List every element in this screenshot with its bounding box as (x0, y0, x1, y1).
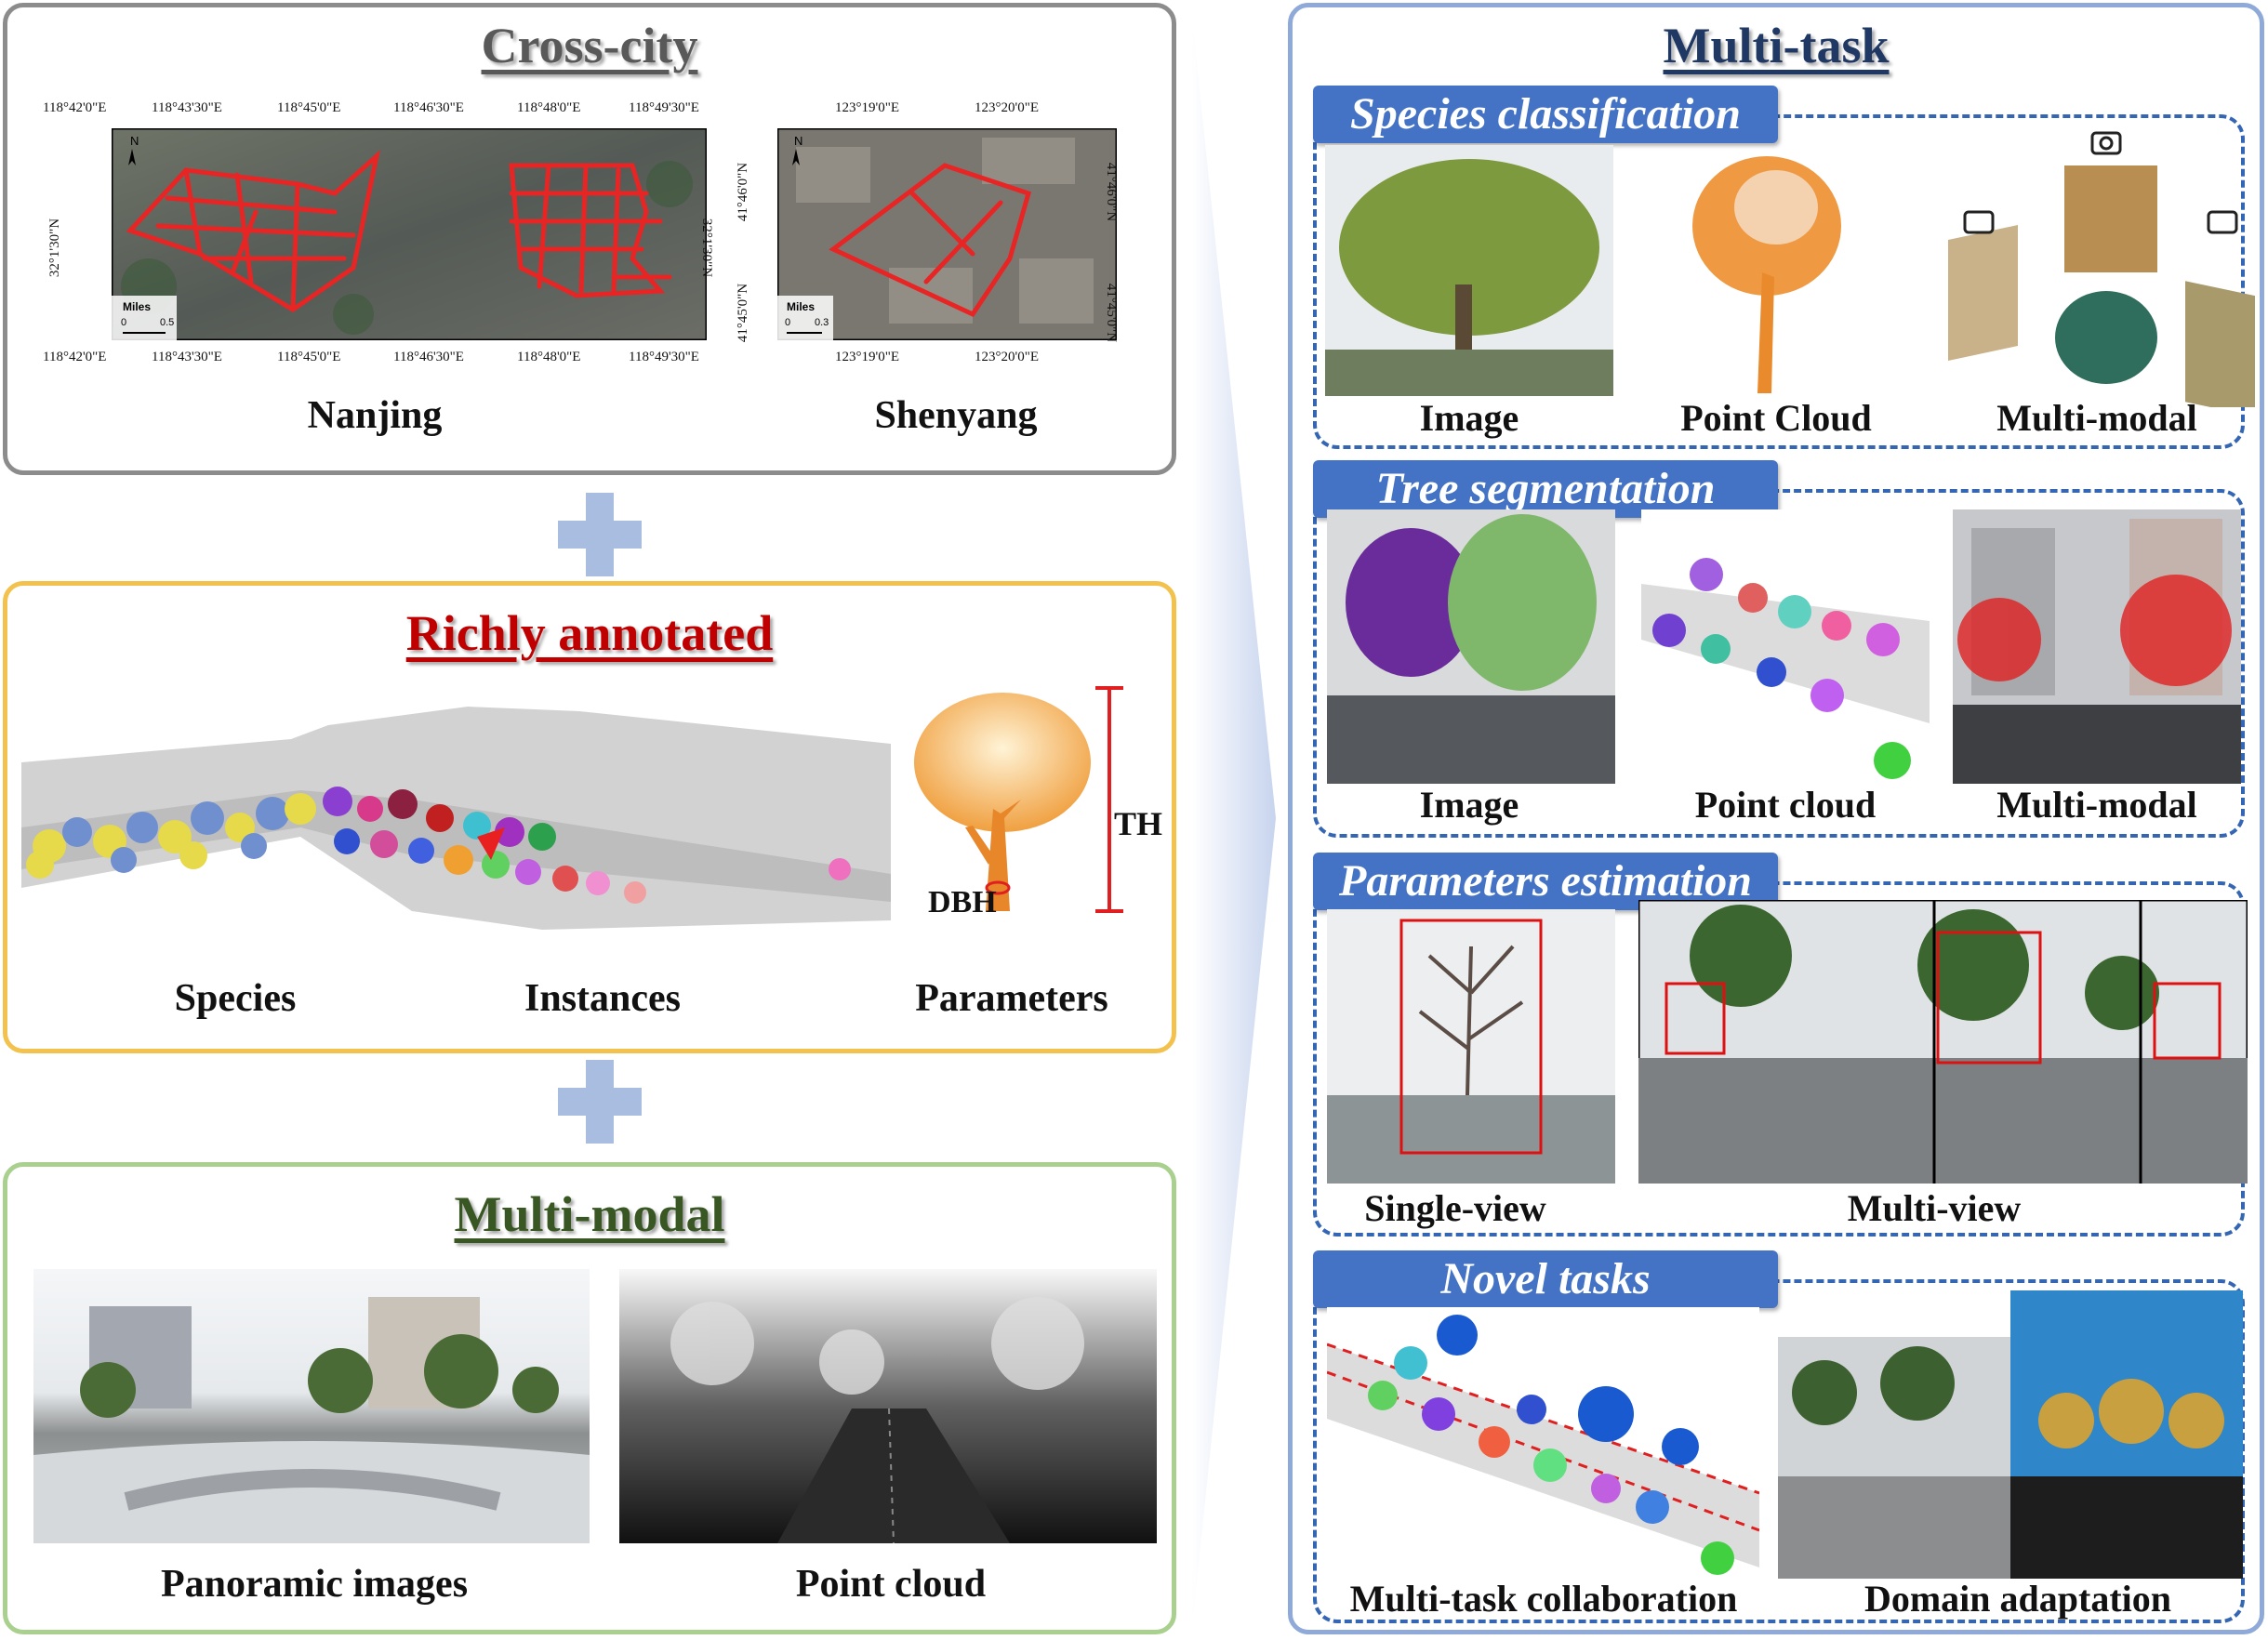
shenyang-scale-0: 0 (785, 317, 790, 328)
species-image-caption: Image (1419, 397, 1519, 439)
plus-icon (558, 1060, 642, 1144)
tab-parameters-estimation: Parameters estimation (1313, 853, 1778, 910)
segmentation-image-caption: Image (1419, 784, 1519, 826)
species-classification-box (1313, 114, 2245, 449)
richly-annotated-title: Richly annotated (405, 605, 774, 661)
camera-icon (2207, 210, 2238, 234)
parameter-tree (914, 686, 1123, 913)
segmentation-image (1327, 509, 1615, 784)
species-point-cloud (1692, 156, 1841, 393)
nanjing-top-tick: 118°46'30"E (393, 100, 464, 115)
shenyang-right-tick: 41°46'0"N (1104, 162, 1120, 222)
th-bracket (1095, 686, 1123, 913)
bbox (1936, 931, 2042, 1065)
nanjing-satellite-image: N Miles 0 0.5 (112, 128, 707, 340)
species-multi-modal (1948, 131, 2255, 407)
bbox (1399, 919, 1543, 1155)
bbox (1665, 982, 1726, 1055)
tab-species-classification: Species classification (1313, 86, 1778, 143)
camera-icon (2090, 131, 2122, 155)
panoramic-image (33, 1269, 590, 1543)
nanjing-top-tick: 118°42'0"E (43, 100, 107, 115)
connector-wedge (1192, 19, 1276, 1627)
tab-novel-tasks: Novel tasks (1313, 1250, 1778, 1308)
species-point-cloud-caption: Point Cloud (1680, 397, 1872, 439)
species-caption: Species (174, 977, 297, 1020)
plus-icon (558, 493, 642, 576)
segmentation-point-cloud-caption: Point cloud (1694, 784, 1877, 826)
north-arrow-icon (128, 149, 136, 165)
tree-segmentation-box (1313, 489, 2245, 838)
nanjing-bottom-tick: 118°42'0"E (43, 350, 107, 364)
point-cloud-image (619, 1269, 1157, 1543)
segmentation-multi-modal-caption: Multi-modal (1996, 784, 2197, 826)
shenyang-top-tick: 123°19'0"E (835, 100, 899, 115)
domain-adaptation-caption: Domain adaptation (1863, 1578, 2172, 1620)
shenyang-map: 123°19'0"E 123°20'0"E N Miles 0 0.3 41°4… (733, 100, 1170, 365)
multi-view-image (1638, 900, 2248, 1184)
tab-tree-segmentation: Tree segmentation (1313, 460, 1778, 518)
domain-adaptation-image (1778, 1290, 2243, 1579)
multi-task-title: Multi-task (1663, 18, 1890, 73)
instance-points (323, 787, 851, 904)
nanjing-scale-title: Miles (123, 300, 151, 313)
nanjing-scale-0: 0 (121, 317, 126, 328)
shenyang-caption: Shenyang (874, 394, 1038, 437)
multi-task-panel: Multi-task Species classification Image … (1288, 3, 2264, 1634)
nanjing-scale-1: 0.5 (160, 317, 174, 328)
single-view-caption: Single-view (1364, 1187, 1546, 1229)
nanjing-left-tick: 32°1'30"N (47, 218, 63, 278)
shenyang-bottom-tick: 123°20'0"E (975, 350, 1039, 364)
shenyang-north: N (794, 134, 802, 148)
nanjing-caption: Nanjing (307, 394, 443, 437)
shenyang-left-tick: 41°45'0"N (736, 283, 751, 343)
nanjing-bottom-tick: 118°49'30"E (629, 350, 699, 364)
shenyang-top-tick: 123°20'0"E (975, 100, 1039, 115)
multi-task-collaboration-image (1327, 1307, 1759, 1577)
nanjing-right-tick: 32°1'30"N (699, 218, 715, 278)
nanjing-bottom-tick: 118°45'0"E (277, 350, 341, 364)
dbh-label: DBH (928, 885, 997, 919)
shenyang-right-tick: 41°45'0"N (1104, 283, 1120, 343)
multi-modal-panel: Multi-modal Panoramic images Point cloud (3, 1162, 1176, 1634)
species-points (26, 793, 316, 879)
multi-task-collaboration-caption: Multi-task collaboration (1349, 1578, 1738, 1620)
nanjing-map: 118°42'0"E 118°43'30"E 118°45'0"E 118°46… (43, 100, 714, 365)
single-view-image (1327, 909, 1615, 1184)
multi-modal-title: Multi-modal (454, 1186, 725, 1242)
bbox (2153, 982, 2222, 1060)
camera-icon (1963, 210, 1995, 234)
nanjing-top-tick: 118°43'30"E (152, 100, 222, 115)
nanjing-top-tick: 118°45'0"E (277, 100, 341, 115)
annotated-point-cloud (21, 707, 891, 930)
dbh-ring (985, 880, 1011, 895)
shenyang-bottom-tick: 123°19'0"E (835, 350, 899, 364)
species-image (1325, 145, 1613, 396)
shenyang-left-tick: 41°46'0"N (736, 162, 751, 222)
richly-annotated-panel: Richly annotated (3, 581, 1176, 1053)
novel-tasks-box (1313, 1279, 2245, 1623)
species-multi-modal-caption: Multi-modal (1996, 397, 2197, 439)
cross-city-panel: Cross-city 118°42'0"E 118°43'30"E 118°45… (3, 3, 1176, 475)
nanjing-bottom-tick: 118°46'30"E (393, 350, 464, 364)
shenyang-scale-1: 0.3 (815, 317, 829, 328)
nanjing-bottom-tick: 118°43'30"E (152, 350, 222, 364)
nanjing-top-tick: 118°48'0"E (517, 100, 581, 115)
panoramic-images-caption: Panoramic images (160, 1563, 469, 1606)
instances-caption: Instances (524, 977, 682, 1020)
parameters-caption: Parameters (915, 977, 1108, 1020)
north-arrow-icon (792, 149, 800, 165)
shenyang-satellite-image: N Miles 0 0.3 (777, 128, 1117, 340)
segmentation-point-cloud (1641, 509, 1930, 784)
nanjing-top-tick: 118°49'30"E (629, 100, 699, 115)
multi-view-caption: Multi-view (1847, 1187, 2022, 1229)
th-label: TH (1114, 805, 1163, 842)
nanjing-north: N (130, 134, 139, 148)
segmentation-multi-modal (1953, 509, 2241, 784)
nanjing-bottom-tick: 118°48'0"E (517, 350, 581, 364)
shenyang-scale-title: Miles (787, 300, 815, 313)
cross-city-title: Cross-city (481, 18, 698, 73)
point-cloud-caption: Point cloud (795, 1563, 987, 1606)
